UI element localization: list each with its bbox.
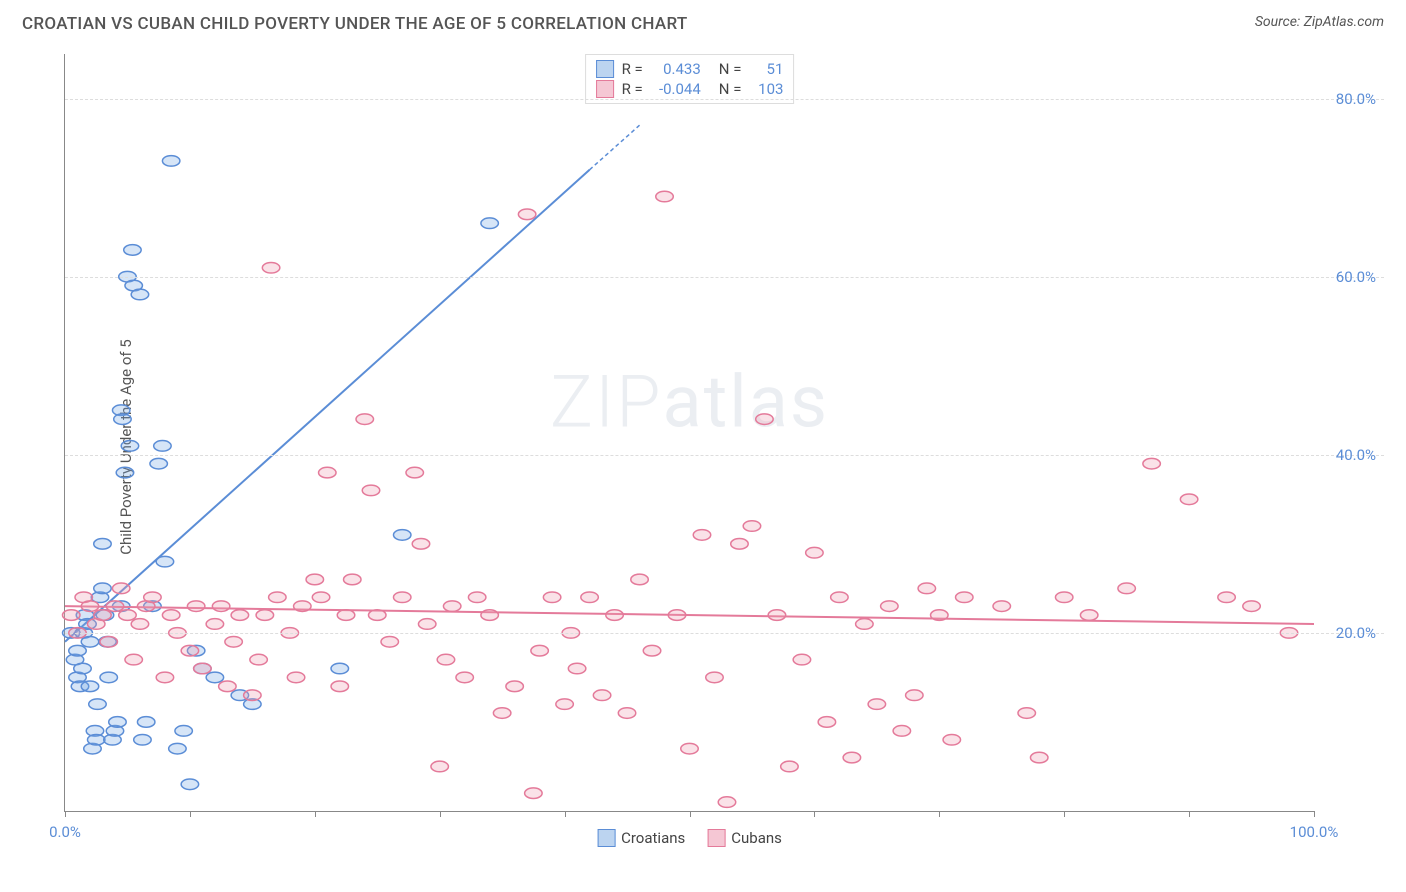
chart-title: CROATIAN VS CUBAN CHILD POVERTY UNDER TH…	[22, 14, 688, 34]
series-legend: Croatians Cubans	[597, 829, 782, 847]
scatter-svg	[65, 54, 1314, 811]
plot-area: ZIPatlas R =0.433N =51R =-0.044N =103 Cr…	[64, 54, 1314, 812]
legend-item: Cubans	[707, 829, 782, 847]
gridline	[65, 99, 1384, 100]
x-tick	[939, 811, 940, 817]
y-tick-label: 20.0%	[1336, 624, 1376, 642]
x-tick	[565, 811, 566, 817]
x-tick	[1064, 811, 1065, 817]
x-tick-label: 0.0%	[49, 823, 81, 841]
gridline	[65, 277, 1384, 278]
gridline	[65, 633, 1384, 634]
y-tick-label: 60.0%	[1336, 268, 1376, 286]
x-tick	[1189, 811, 1190, 817]
gridline	[65, 455, 1384, 456]
legend-label: Croatians	[621, 829, 685, 847]
chart-container: Child Poverty Under the Age of 5 ZIPatla…	[28, 42, 1384, 852]
x-tick	[190, 811, 191, 817]
y-tick-label: 80.0%	[1336, 90, 1376, 108]
chart-source: Source: ZipAtlas.com	[1255, 14, 1384, 30]
x-tick	[440, 811, 441, 817]
legend-label: Cubans	[731, 829, 782, 847]
x-tick	[315, 811, 316, 817]
x-tick	[65, 811, 66, 817]
x-tick-label: 100.0%	[1290, 823, 1339, 841]
legend-swatch	[707, 829, 725, 847]
y-tick-label: 40.0%	[1336, 446, 1376, 464]
x-tick	[814, 811, 815, 817]
legend-swatch	[597, 829, 615, 847]
x-tick	[1314, 811, 1315, 817]
legend-item: Croatians	[597, 829, 685, 847]
x-tick	[690, 811, 691, 817]
